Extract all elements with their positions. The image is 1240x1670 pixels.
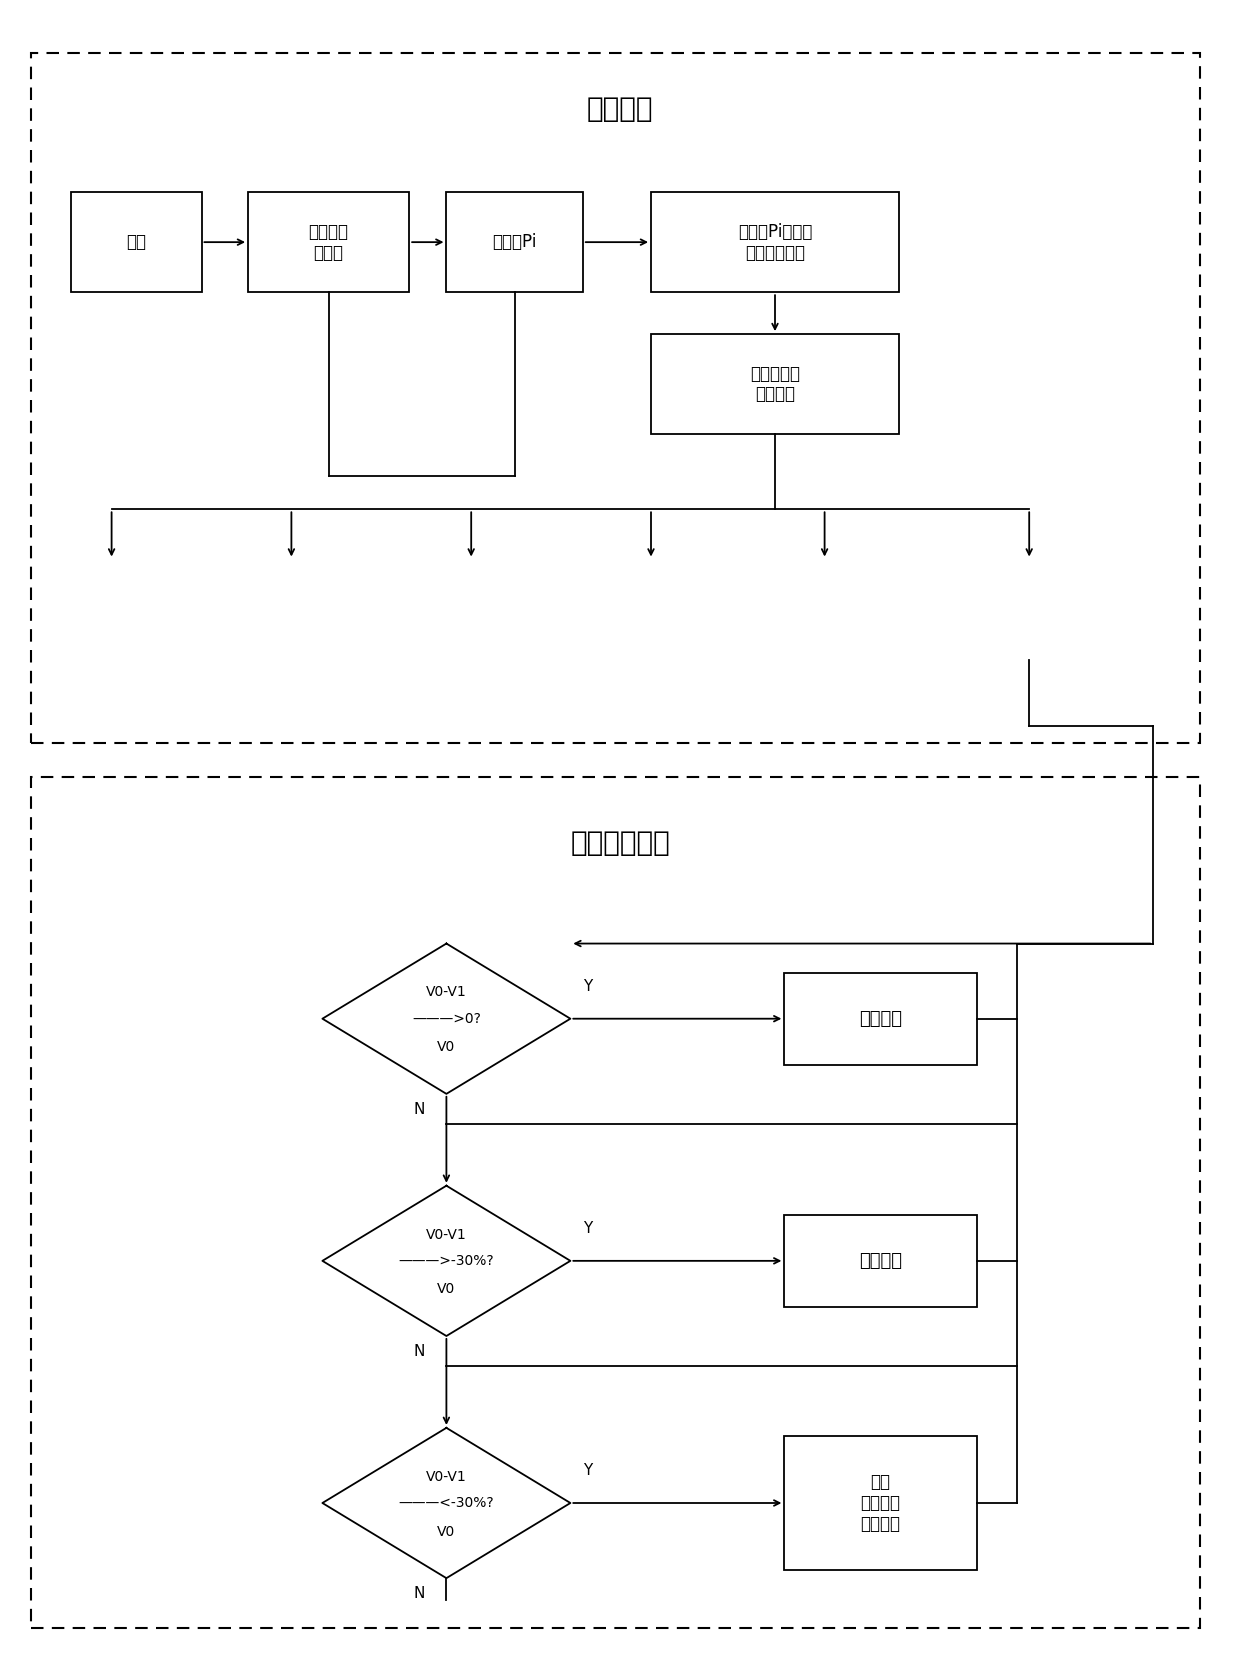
Bar — [651, 334, 899, 434]
Text: 控制参数
初始化: 控制参数 初始化 — [309, 222, 348, 262]
Bar — [784, 1216, 977, 1306]
Text: ———<-30%?: ———<-30%? — [398, 1496, 495, 1510]
Bar — [651, 192, 899, 292]
Bar — [31, 53, 1200, 743]
Text: Y: Y — [583, 979, 591, 994]
Text: ———>0?: ———>0? — [412, 1012, 481, 1025]
Text: V0-V1: V0-V1 — [427, 1470, 466, 1483]
Text: ———>-30%?: ———>-30%? — [398, 1254, 495, 1268]
Bar — [31, 777, 1200, 1628]
Text: 压力值Pi在控制
数表中的位置: 压力值Pi在控制 数表中的位置 — [738, 222, 812, 262]
Text: 微机辅助控制: 微机辅助控制 — [570, 830, 670, 857]
Text: V0: V0 — [438, 1525, 455, 1538]
Bar — [248, 192, 409, 292]
Bar — [784, 972, 977, 1065]
Text: 加大气门: 加大气门 — [859, 1010, 901, 1027]
Bar — [446, 192, 583, 292]
Text: 减小气门: 减小气门 — [859, 1252, 901, 1269]
Text: N: N — [413, 1586, 425, 1602]
Text: 查各参数的
控制状态: 查各参数的 控制状态 — [750, 364, 800, 404]
Text: V0: V0 — [438, 1283, 455, 1296]
Text: 开始: 开始 — [126, 234, 146, 250]
Text: V0: V0 — [438, 1040, 455, 1054]
Bar — [784, 1436, 977, 1570]
Text: 刹车
减小气门
松离合器: 刹车 减小气门 松离合器 — [861, 1473, 900, 1533]
Text: N: N — [413, 1344, 425, 1359]
Bar — [71, 192, 201, 292]
Text: V0-V1: V0-V1 — [427, 985, 466, 999]
Text: N: N — [413, 1102, 425, 1117]
Text: Y: Y — [583, 1463, 591, 1478]
Text: 查表控制: 查表控制 — [587, 95, 653, 122]
Text: V0-V1: V0-V1 — [427, 1227, 466, 1241]
Text: Y: Y — [583, 1221, 591, 1236]
Text: 压力值Pi: 压力值Pi — [492, 234, 537, 250]
